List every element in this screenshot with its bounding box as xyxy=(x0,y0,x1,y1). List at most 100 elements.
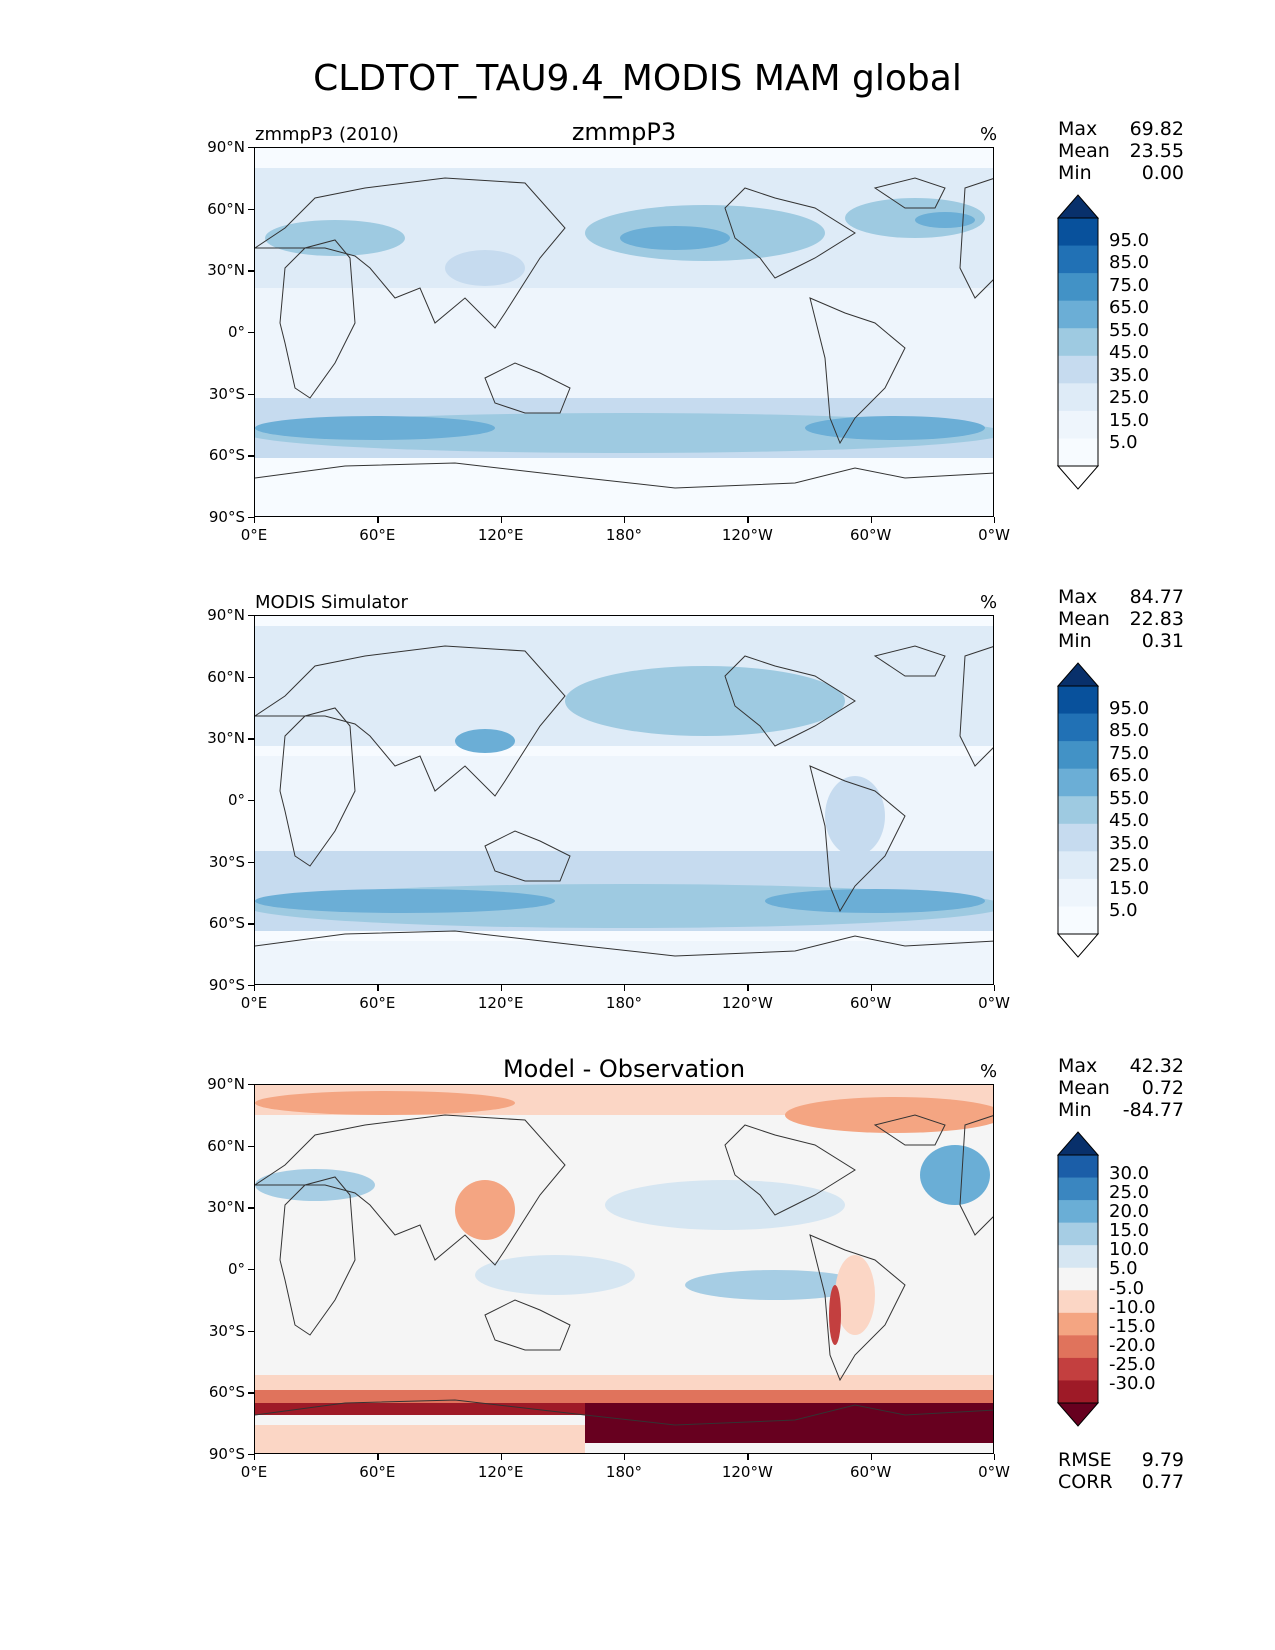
lon-tick-mark xyxy=(624,985,626,991)
colorbar-segment xyxy=(1058,1335,1098,1359)
lon-tick-label: 60°W xyxy=(849,526,892,544)
colorbar-segment xyxy=(1058,355,1098,384)
stat-value: 69.82 xyxy=(1129,118,1184,140)
lon-tick-label: 120°W xyxy=(721,526,773,544)
lat-tick-mark xyxy=(248,861,254,863)
stat-value: 0.31 xyxy=(1141,630,1184,652)
lon-tick-mark xyxy=(624,1454,626,1460)
colorbar-tick-label: 25.0 xyxy=(1109,1182,1150,1204)
colorbar-segment xyxy=(1058,1155,1098,1179)
colorbar-tick-label: 35.0 xyxy=(1109,364,1150,386)
colorbar xyxy=(1056,194,1100,490)
lon-tick-label: 180° xyxy=(605,526,643,544)
panel-difference: Model - Observation % xyxy=(0,1055,1275,1501)
colorbar-extend-min xyxy=(1056,933,1100,958)
stat-value: 0.72 xyxy=(1141,1077,1184,1099)
colorbar-outline xyxy=(1057,217,1099,467)
lat-tick-mark xyxy=(248,615,254,617)
colorbar-extend-min xyxy=(1056,1402,1100,1427)
colorbar-segment xyxy=(1058,300,1098,329)
lat-tick-mark xyxy=(248,393,254,395)
colorbar-tick-label: 15.0 xyxy=(1109,409,1150,431)
colorbar-tick-label: -25.0 xyxy=(1109,1353,1156,1375)
colorbar-tick-label: 85.0 xyxy=(1109,720,1150,742)
colorbar-segment xyxy=(1058,686,1098,715)
lat-tick-label: 30°S xyxy=(208,852,245,871)
panel-observation: MODIS Simulator % xyxy=(0,586,1275,1032)
stat-label: RMSE xyxy=(1058,1449,1112,1471)
stat-label: Min xyxy=(1058,630,1092,652)
lon-tick-label: 0°E xyxy=(240,994,268,1012)
lon-tick-mark xyxy=(500,517,502,523)
colorbar-segment xyxy=(1058,1357,1098,1381)
lat-tick-mark xyxy=(248,800,254,802)
lon-tick-label: 60°E xyxy=(359,1463,396,1481)
lat-tick-label: 0° xyxy=(227,791,245,809)
lat-tick-label: 90°S xyxy=(208,508,245,526)
colorbar-tick-label: 75.0 xyxy=(1109,742,1150,764)
stat-label: CORR xyxy=(1058,1471,1113,1493)
colorbar-segment xyxy=(1058,383,1098,412)
colorbar-tick-label: 25.0 xyxy=(1109,855,1150,877)
lon-tick-mark xyxy=(870,1454,872,1460)
stat-value: 42.32 xyxy=(1129,1055,1184,1077)
lat-tick-label: 60°S xyxy=(208,1383,245,1402)
stat-label: Min xyxy=(1058,162,1092,184)
stat-value: 0.77 xyxy=(1141,1471,1184,1493)
lat-tick-mark xyxy=(248,1207,254,1209)
figure-title: CLDTOT_TAU9.4_MODIS MAM global xyxy=(313,58,962,99)
colorbar-extend-min xyxy=(1056,465,1100,490)
colorbar-segment xyxy=(1058,1200,1098,1224)
lon-tick-mark xyxy=(377,1454,379,1460)
colorbar-segment xyxy=(1058,1267,1098,1291)
colorbar-segment xyxy=(1058,410,1098,439)
lat-tick-label: 60°N xyxy=(207,1136,245,1155)
lat-tick-label: 90°N xyxy=(207,606,245,624)
colorbar-segment xyxy=(1058,713,1098,742)
colorbar-segment xyxy=(1058,245,1098,274)
lon-tick-mark xyxy=(254,985,256,991)
panel-center-title: Model - Observation xyxy=(502,1055,746,1083)
lat-tick-mark xyxy=(248,1330,254,1332)
lat-tick-mark xyxy=(248,1145,254,1147)
colorbar-segment xyxy=(1058,823,1098,852)
stat-label: Mean xyxy=(1058,140,1110,162)
lat-tick-label: 60°S xyxy=(208,446,245,465)
lat-tick-label: 0° xyxy=(227,323,245,341)
colorbar-tick-label: -20.0 xyxy=(1109,1334,1156,1356)
stat-value: 23.55 xyxy=(1129,140,1184,162)
panel-center-title: zmmpP3 xyxy=(571,118,677,146)
lon-tick-label: 180° xyxy=(605,1463,643,1481)
lat-tick-mark xyxy=(248,332,254,334)
map-plot xyxy=(254,147,994,517)
lat-tick-label: 60°N xyxy=(207,667,245,686)
map-plot xyxy=(254,615,994,985)
colorbar xyxy=(1056,1131,1100,1427)
colorbar-segment xyxy=(1058,1222,1098,1246)
colorbar-tick-label: 95.0 xyxy=(1109,229,1150,251)
panel-left-title: zmmpP3 (2010) xyxy=(255,124,399,145)
colorbar-tick-label: 10.0 xyxy=(1109,1239,1150,1261)
colorbar-segment xyxy=(1058,273,1098,302)
colorbar-segment xyxy=(1058,741,1098,770)
colorbar-tick-label: 5.0 xyxy=(1109,432,1138,454)
lon-tick-mark xyxy=(994,985,996,991)
stat-value: 0.00 xyxy=(1141,162,1184,184)
colorbar-tick-label: 45.0 xyxy=(1109,342,1150,364)
stats-box: Max 69.82 Mean 23.55 Min 0.00 xyxy=(1058,118,1184,184)
colorbar-segment xyxy=(1058,438,1098,467)
lon-tick-mark xyxy=(747,517,749,523)
stat-label: Max xyxy=(1058,1055,1098,1077)
colorbar-segment xyxy=(1058,1312,1098,1336)
lat-tick-mark xyxy=(248,1084,254,1086)
lon-tick-mark xyxy=(500,985,502,991)
panel-test-model: zmmpP3 (2010) zmmpP3 % xyxy=(0,118,1275,564)
lat-tick-mark xyxy=(248,517,254,519)
colorbar-extend-max xyxy=(1056,662,1100,687)
colorbar-tick-label: 65.0 xyxy=(1109,297,1150,319)
colorbar-segment xyxy=(1058,768,1098,797)
stat-label: Max xyxy=(1058,586,1098,608)
lon-tick-label: 0°W xyxy=(978,994,1010,1012)
lon-tick-mark xyxy=(254,1454,256,1460)
colorbar-segment xyxy=(1058,1380,1098,1404)
